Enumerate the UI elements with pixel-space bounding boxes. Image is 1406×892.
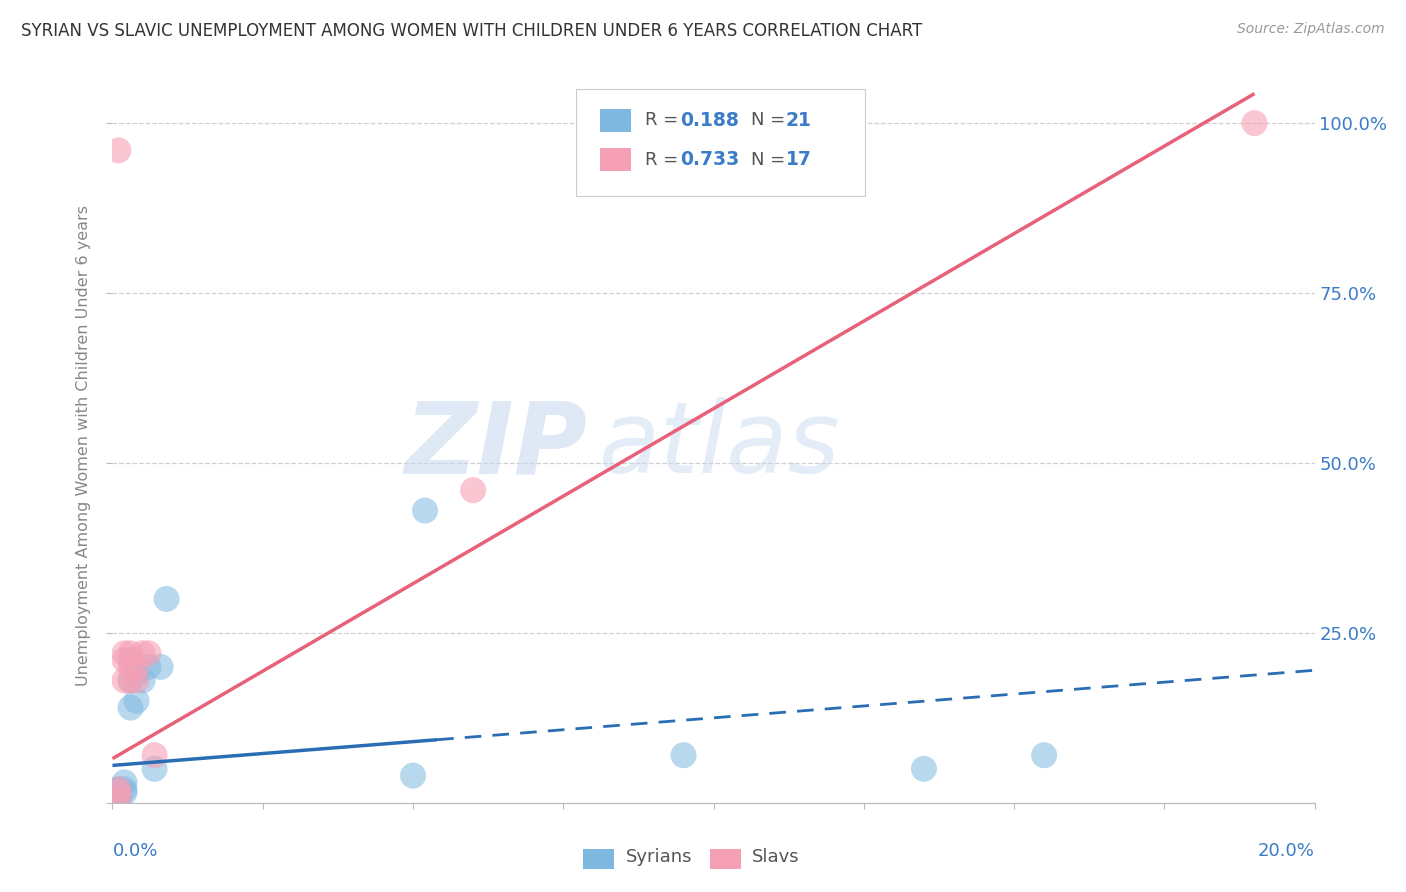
Point	[125, 673, 148, 688]
Point	[155, 591, 177, 606]
Text: Source: ZipAtlas.com: Source: ZipAtlas.com	[1237, 22, 1385, 37]
Point	[125, 666, 148, 681]
Point	[125, 694, 148, 708]
Point	[114, 673, 136, 688]
Text: N =: N =	[751, 151, 790, 169]
Point	[138, 660, 160, 674]
Point	[107, 792, 129, 806]
Text: 0.733: 0.733	[681, 150, 740, 169]
Text: Slavs: Slavs	[752, 848, 800, 866]
Point	[120, 660, 142, 674]
Point	[114, 646, 136, 660]
Point	[107, 786, 129, 800]
Text: 0.0%: 0.0%	[112, 842, 157, 860]
Text: ZIP: ZIP	[405, 398, 588, 494]
Point	[114, 786, 136, 800]
Text: R =: R =	[645, 112, 685, 129]
Point	[120, 673, 142, 688]
Text: 17: 17	[786, 150, 811, 169]
Point	[107, 789, 129, 803]
Point	[120, 646, 142, 660]
Text: Syrians: Syrians	[626, 848, 692, 866]
Point	[107, 792, 129, 806]
Point	[1033, 748, 1056, 763]
Point	[114, 653, 136, 667]
Point	[149, 660, 172, 674]
Point	[461, 483, 484, 498]
Point	[413, 503, 436, 517]
Text: atlas: atlas	[599, 398, 841, 494]
Text: 20.0%: 20.0%	[1258, 842, 1315, 860]
Point	[672, 748, 695, 763]
Text: 21: 21	[786, 111, 811, 130]
Text: 0.188: 0.188	[681, 111, 740, 130]
Point	[131, 673, 153, 688]
Point	[114, 782, 136, 797]
Point	[402, 769, 425, 783]
Text: R =: R =	[645, 151, 685, 169]
Point	[120, 673, 142, 688]
Point	[107, 782, 129, 797]
Point	[1243, 116, 1265, 130]
Text: SYRIAN VS SLAVIC UNEMPLOYMENT AMONG WOMEN WITH CHILDREN UNDER 6 YEARS CORRELATIO: SYRIAN VS SLAVIC UNEMPLOYMENT AMONG WOME…	[21, 22, 922, 40]
Point	[120, 653, 142, 667]
Point	[143, 748, 166, 763]
Point	[912, 762, 935, 776]
Point	[107, 144, 129, 158]
Y-axis label: Unemployment Among Women with Children Under 6 years: Unemployment Among Women with Children U…	[76, 205, 91, 687]
Text: N =: N =	[751, 112, 790, 129]
Point	[131, 646, 153, 660]
Point	[138, 646, 160, 660]
Point	[125, 660, 148, 674]
Point	[120, 700, 142, 714]
Point	[107, 782, 129, 797]
Point	[114, 775, 136, 789]
Point	[143, 762, 166, 776]
